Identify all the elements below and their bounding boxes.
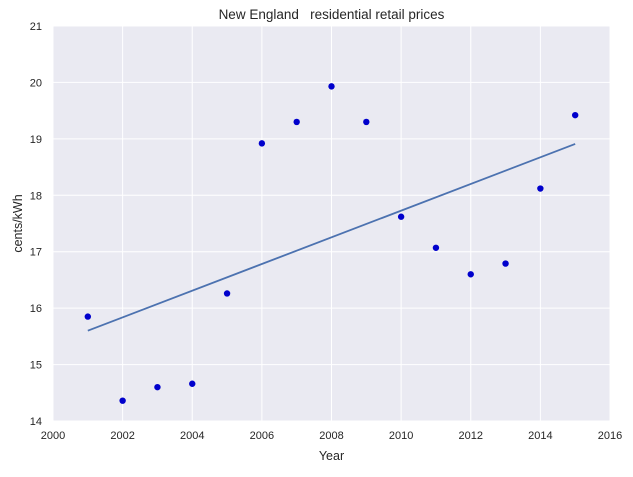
data-point [397, 213, 405, 220]
data-point [293, 118, 300, 126]
data-point [571, 111, 579, 119]
grid-lines [52, 25, 611, 422]
chart-title: New England residential retail prices [219, 7, 445, 22]
trend-line-layer [87, 143, 576, 332]
x-tick-label: 2004 [180, 430, 204, 442]
x-tick-label: 2008 [319, 430, 343, 442]
x-tick-label: 2000 [41, 430, 65, 442]
data-point [189, 380, 196, 387]
data-point [119, 397, 126, 404]
data-point [467, 271, 474, 278]
y-tick-label: 16 [30, 303, 42, 315]
data-point [154, 383, 161, 391]
y-tick-label: 19 [30, 134, 42, 146]
y-tick-label: 18 [30, 190, 42, 202]
x-tick-label: 2016 [598, 430, 622, 442]
x-tick-labels: 2000 2002 2004 2006 2008 2010 2012 2014 2016 [41, 430, 622, 442]
data-point [84, 313, 92, 320]
data-point [537, 185, 544, 192]
data-point [432, 244, 440, 251]
data-point [258, 140, 266, 147]
x-tick-label: 2006 [250, 430, 274, 442]
y-tick-label: 14 [30, 416, 42, 428]
y-tick-labels: 14 15 16 17 18 19 20 21 [30, 21, 42, 428]
x-tick-label: 2014 [528, 430, 552, 442]
x-axis-label: Year [319, 449, 344, 463]
data-point [223, 290, 231, 297]
y-axis-label: cents/kWh [11, 194, 25, 252]
x-tick-label: 2002 [110, 430, 134, 442]
y-tick-label: 17 [30, 247, 42, 259]
data-points [84, 83, 579, 404]
y-tick-label: 15 [30, 360, 42, 372]
x-tick-label: 2012 [459, 430, 483, 442]
trend-line [87, 143, 576, 332]
data-point [502, 260, 509, 267]
data-point [363, 118, 370, 126]
x-tick-label: 2010 [389, 430, 413, 442]
y-tick-label: 20 [30, 77, 42, 89]
y-tick-label: 21 [30, 21, 42, 33]
data-point [328, 83, 335, 90]
